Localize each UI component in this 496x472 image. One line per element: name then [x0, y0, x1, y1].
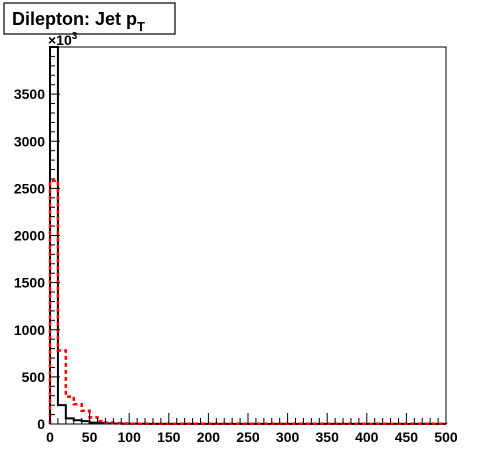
x-tick-label: 300: [276, 429, 300, 445]
series-layer: [48, 46, 448, 426]
x-tick-label: 350: [316, 429, 340, 445]
series-1-line: [49, 46, 447, 425]
title-box: Dilepton: Jet pT: [3, 2, 176, 35]
y-tick-label: 500: [22, 369, 46, 385]
title-frame: [3, 2, 176, 35]
x-tick-label: 50: [82, 429, 98, 445]
y-tick-label: 1500: [14, 275, 45, 291]
x-tick-label: 500: [434, 429, 458, 445]
x-tick-label: 150: [157, 429, 181, 445]
chart-title: Dilepton: Jet pT: [12, 9, 145, 34]
x-tick-label: 400: [355, 429, 379, 445]
x-tick-label: 100: [118, 429, 142, 445]
y-axis: 0 500 1000 1500 2000 2500 3000 3500: [14, 46, 60, 432]
series-2-line: [48, 179, 448, 426]
y-tick-label: 1000: [14, 322, 45, 338]
plot-frame: [49, 46, 447, 425]
x-tick-label: 200: [197, 429, 221, 445]
y-tick-label: 3500: [14, 86, 45, 102]
x-tick-label: 450: [395, 429, 419, 445]
x-tick-label: 250: [236, 429, 260, 445]
x-axis: 0 50 100 150 200 250 300 350 400 450 500: [46, 413, 458, 445]
x-tick-label: 0: [46, 429, 54, 445]
y-tick-label: 2000: [14, 228, 45, 244]
y-tick-label: 3000: [14, 133, 45, 149]
y-multiplier: ×103: [48, 31, 78, 48]
y-tick-label: 2500: [14, 180, 45, 196]
y-tick-label: 0: [37, 416, 45, 432]
